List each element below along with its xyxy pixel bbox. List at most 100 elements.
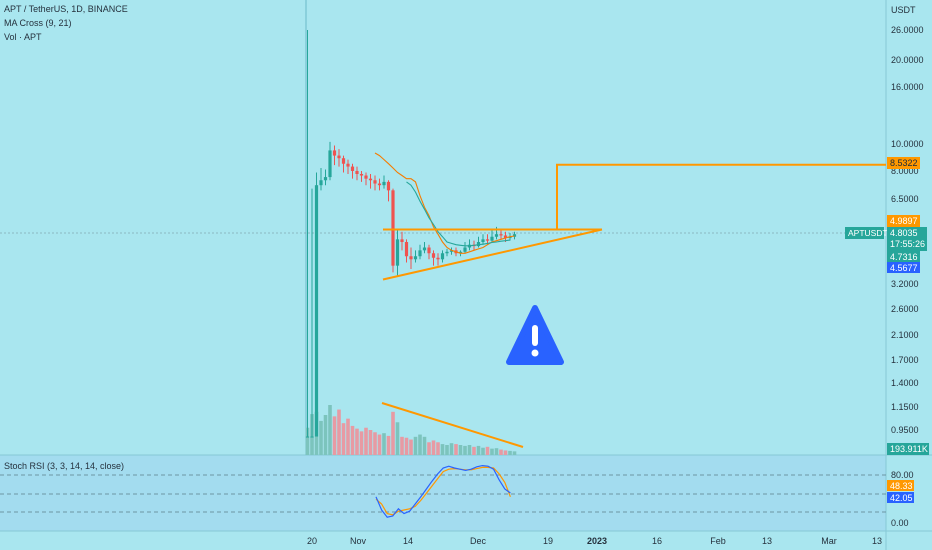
volume-bar	[467, 445, 472, 455]
volume-bar	[418, 434, 422, 455]
price-tick: 1.4000	[891, 378, 919, 388]
volume-bar	[346, 418, 350, 455]
candle-body	[481, 239, 485, 243]
time-tick: 13	[762, 536, 772, 546]
candle-body	[328, 150, 332, 178]
volume-bar	[341, 423, 346, 455]
volume-bar	[431, 440, 436, 455]
stoch-pane-background	[0, 455, 886, 531]
volume-bar	[508, 450, 512, 455]
time-tick: Feb	[710, 536, 726, 546]
candle-body	[494, 234, 499, 237]
candle-body	[440, 253, 445, 260]
candle-body	[395, 239, 400, 266]
candle-body	[305, 436, 310, 438]
candle-body	[337, 155, 341, 159]
price-tick: 3.2000	[891, 279, 919, 289]
candle-body	[341, 158, 346, 164]
candle-body	[499, 234, 503, 236]
candle-body	[373, 180, 377, 184]
candle-body	[332, 150, 337, 156]
time-tick: 20	[307, 536, 317, 546]
stoch-axis: 80.00 0.00	[891, 470, 914, 528]
price-tick: 0.9500	[891, 425, 919, 435]
volume-bar	[373, 432, 377, 455]
stoch-tick-80: 80.00	[891, 470, 914, 480]
volume-bar	[454, 444, 458, 455]
volume-bar	[490, 448, 494, 455]
volume-bar	[503, 450, 508, 455]
candle-body	[314, 185, 319, 437]
price-tick: 6.5000	[891, 194, 919, 204]
badge-triangle-top: 4.9897	[887, 215, 920, 227]
drawing-layer[interactable]	[381, 163, 886, 448]
volume-bar	[305, 427, 310, 455]
candle-body	[445, 251, 449, 254]
legend-volume: Vol · APT	[4, 32, 42, 42]
candle-body	[503, 235, 508, 239]
badge-ma-slow-value: 4.5677	[890, 263, 918, 273]
badge-symbol-label: APTUSDT	[848, 228, 888, 238]
candle-body	[368, 178, 373, 181]
stoch-rsi-pane	[0, 464, 886, 518]
candle-body	[422, 247, 427, 251]
candle-body	[400, 239, 404, 243]
badge-stoch-k-value: 48.33	[890, 481, 913, 491]
volume-bar	[449, 443, 454, 455]
volume-bar	[472, 446, 476, 455]
price-tick: 20.0000	[891, 55, 924, 65]
candle-body	[310, 436, 314, 438]
volume-trend-line[interactable]	[381, 402, 524, 448]
volume-bar	[364, 427, 368, 455]
volume-bar	[337, 409, 341, 455]
candle-body	[512, 234, 517, 237]
badge-ma-fast-value: 4.7316	[890, 252, 918, 262]
badge-ma-slow: 4.5677	[887, 262, 920, 273]
volume-bar	[476, 445, 481, 455]
time-tick: 2023	[587, 536, 607, 546]
stoch-tick-0: 0.00	[891, 518, 909, 528]
candle-body	[485, 239, 490, 241]
badge-stoch-k: 48.33	[887, 480, 914, 491]
badge-symbol: APTUSDT	[845, 227, 888, 239]
candle-body	[364, 175, 368, 179]
volume-bar	[386, 435, 391, 455]
volume-bar	[395, 422, 400, 455]
volume-pane	[305, 405, 517, 455]
candle-body	[418, 250, 422, 257]
volume-bar	[440, 444, 445, 455]
candle-body	[449, 250, 454, 252]
volume-bar	[355, 428, 359, 455]
time-axis[interactable]: 20 Nov 14 Dec 19 2023 16 Feb 13 Mar 13	[307, 536, 882, 546]
candle-body	[319, 180, 323, 186]
ma-slow-line	[406, 181, 511, 247]
volume-bar	[400, 436, 404, 455]
legend-title: APT / TetherUS, 1D, BINANCE	[4, 4, 128, 14]
time-tick: Mar	[821, 536, 837, 546]
candle-body	[359, 173, 364, 176]
triangle-lower-line[interactable]	[382, 228, 603, 281]
volume-bar	[494, 448, 499, 455]
candle-body	[350, 166, 355, 171]
volume-bar	[463, 445, 467, 455]
volume-bar	[359, 431, 364, 455]
volume-bar	[382, 433, 386, 455]
price-tick: 16.0000	[891, 82, 924, 92]
candle-body	[409, 256, 413, 260]
time-tick: Dec	[470, 536, 487, 546]
candle-body	[382, 181, 386, 186]
candle-body	[490, 236, 494, 241]
price-axis-unit: USDT	[891, 5, 916, 15]
stoch-d-line	[375, 466, 511, 516]
volume-bar	[481, 447, 485, 455]
candle-body	[427, 247, 431, 254]
volume-bar	[323, 415, 328, 455]
candle-body	[391, 190, 395, 266]
time-tick: 14	[403, 536, 413, 546]
candle-body	[436, 257, 440, 260]
volume-bar	[445, 445, 449, 455]
price-tick: 26.0000	[891, 25, 924, 35]
price-axis[interactable]: USDT 26.0000 20.0000 16.0000 10.0000 8.0000 6…	[891, 5, 924, 435]
candle-body	[476, 242, 481, 247]
